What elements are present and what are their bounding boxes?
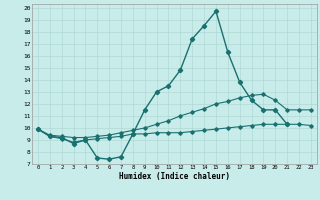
X-axis label: Humidex (Indice chaleur): Humidex (Indice chaleur) — [119, 172, 230, 181]
